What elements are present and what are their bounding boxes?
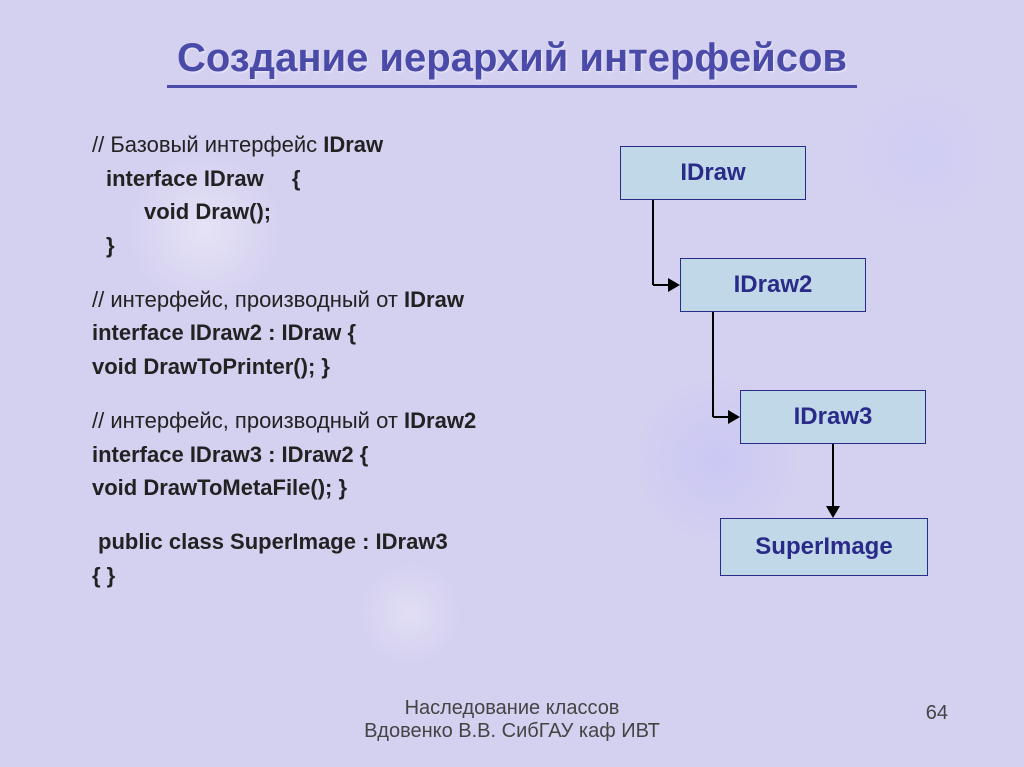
code-text: // интерфейс, производный от [92, 408, 404, 433]
code-line: // интерфейс, производный от IDraw [92, 285, 512, 315]
page-number: 64 [926, 702, 948, 725]
code-content: // Базовый интерфейс IDraw interface IDr… [92, 130, 512, 614]
title-wrap: Создание иерархий интерфейсов [0, 0, 1024, 98]
code-bold: IDraw2 [404, 408, 476, 433]
code-line: // интерфейс, производный от IDraw2 [92, 406, 512, 436]
code-line: } [92, 231, 512, 261]
code-block-4: public class SuperImage : IDraw3 { } [92, 527, 512, 590]
edge-n1-n2-head [668, 278, 680, 292]
code-line: void DrawToPrinter(); } [92, 352, 512, 382]
edge-n3-n4-head [826, 506, 840, 518]
code-line: // Базовый интерфейс IDraw [92, 130, 512, 160]
edge-n2-n3-head [728, 410, 740, 424]
code-line: interface IDraw2 : IDraw { [92, 318, 512, 348]
diagram-node-n4: SuperImage [720, 518, 928, 576]
slide-title: Создание иерархий интерфейсов [167, 36, 857, 88]
hierarchy-diagram: IDraw IDraw2 IDraw3 SuperImage [620, 130, 980, 630]
code-block-2: // интерфейс, производный от IDraw inter… [92, 285, 512, 382]
diagram-node-n1: IDraw [620, 146, 806, 200]
footer: Наследование классов Вдовенко В.В. СибГА… [0, 697, 1024, 743]
code-line: void Draw(); [92, 197, 512, 227]
diagram-node-n3: IDraw3 [740, 390, 926, 444]
edge-n3-n4-v [832, 444, 834, 508]
slide: Создание иерархий интерфейсов // Базовый… [0, 0, 1024, 767]
code-bold: IDraw [323, 132, 383, 157]
code-line: interface IDraw3 : IDraw2 { [92, 440, 512, 470]
code-line: interface IDraw { [92, 164, 512, 194]
code-block-1: // Базовый интерфейс IDraw interface IDr… [92, 130, 512, 261]
footer-line-2: Вдовенко В.В. СибГАУ каф ИВТ [0, 720, 1024, 743]
code-line: { } [92, 561, 512, 591]
code-bold: IDraw [404, 287, 464, 312]
code-text: // Базовый интерфейс [92, 132, 323, 157]
code-text: // интерфейс, производный от [92, 287, 404, 312]
code-line: void DrawToMetaFile(); } [92, 473, 512, 503]
diagram-node-n2: IDraw2 [680, 258, 866, 312]
code-line: public class SuperImage : IDraw3 [92, 527, 512, 557]
code-block-3: // интерфейс, производный от IDraw2 inte… [92, 406, 512, 503]
edge-n1-n2-v [652, 200, 654, 285]
footer-line-1: Наследование классов [0, 697, 1024, 720]
edge-n2-n3-v [712, 312, 714, 417]
